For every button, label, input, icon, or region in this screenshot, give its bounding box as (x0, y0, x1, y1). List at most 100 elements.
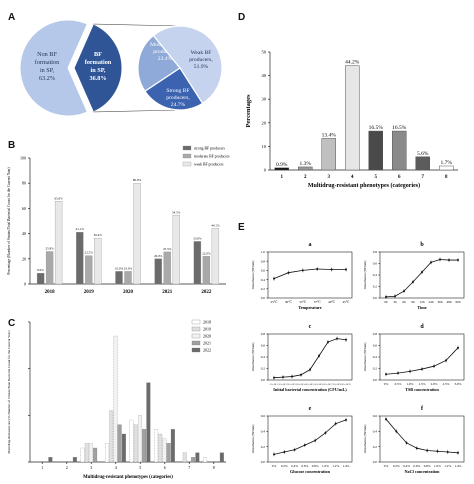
x-tick-label: 1.5×10^9 (341, 383, 351, 386)
x-tick-label: 6 (398, 175, 401, 180)
connector-line (93, 109, 181, 113)
bar-2020-1 (124, 271, 132, 285)
y-tick-label: 0.6 (373, 344, 378, 348)
legend-label: 2018 (203, 320, 211, 325)
x-tick-label: 0h (384, 300, 388, 304)
bar-value-label: 8.6% (37, 268, 44, 272)
pie-label-nonbf: in SP, (40, 67, 55, 74)
bar-2 (298, 166, 313, 171)
y-tick-label: 80 (22, 181, 26, 186)
y-tick-label: 60 (22, 206, 26, 211)
plot-frame (379, 333, 465, 381)
x-tick-label: 6 (164, 465, 166, 470)
pie-slice-label: 24.7% (171, 102, 186, 108)
bar-8-2022 (219, 452, 224, 463)
x-tick-label: 8 (213, 465, 215, 470)
x-axis-label: TSB concentration (405, 387, 439, 392)
y-tick-label: 20 (262, 120, 267, 125)
bar-8 (439, 165, 454, 171)
y-tick-label: 0.4 (373, 430, 378, 434)
x-tick-label: 6h (402, 300, 406, 304)
x-tick-label: 1.4% (343, 464, 350, 468)
bar-7-2019 (182, 452, 187, 463)
bar-value-label: 10.0% (124, 266, 133, 270)
x-tick-label: 1.5×10^7 (323, 383, 333, 386)
x-tick-label: 48h (447, 300, 452, 304)
bar-7-2022 (195, 452, 200, 463)
y-tick-label: 1.0 (261, 250, 266, 254)
bar-1-2022 (48, 457, 53, 463)
bar-5-2021 (142, 429, 147, 463)
y-tick-label: 0.2 (261, 445, 266, 449)
y-tick-label: 0.2 (373, 445, 378, 449)
x-tick-label: 8 (445, 175, 448, 180)
bar-7-2021 (191, 457, 196, 463)
legend-label: 2019 (203, 327, 211, 332)
legend-label: moderate BF producers (194, 155, 230, 159)
bar-3-2021 (93, 447, 98, 463)
x-tick-label: 7 (188, 465, 190, 470)
bar-3-2018 (80, 447, 85, 463)
x-tick-label: 1.5×10^8 (332, 383, 342, 386)
legend-swatch (182, 161, 192, 167)
plot-frame (267, 251, 353, 299)
panel-c-label: C (8, 318, 16, 329)
data-line (385, 418, 459, 454)
bar-2018-0 (36, 273, 45, 285)
x-tick-label: 1.5×10^2 (278, 383, 288, 386)
bar-5-2019 (133, 424, 138, 463)
pie-label-nonbf: Non BF (37, 51, 57, 58)
x-tick-label: 37℃ (314, 300, 321, 304)
pie-slice-label: producers, (153, 49, 177, 55)
subplot-title: e (309, 406, 312, 412)
subplot-title: a (309, 242, 312, 248)
pie-label-bf: formation (85, 59, 112, 66)
legend-swatch (191, 347, 201, 353)
x-tick-label: 2.5% (443, 382, 450, 386)
bar-8-2018 (203, 457, 207, 463)
y-axis-label: Absorbance (595nm) (251, 343, 255, 372)
y-tick-label: 0.6 (261, 269, 266, 273)
bar-value-label: 36.4% (94, 233, 103, 237)
x-tick-label: 1.5×10^6 (314, 383, 324, 386)
x-axis-label: Multidrug-resistant phenotypes (categori… (308, 182, 420, 189)
bar-value-label: 25.8% (45, 246, 54, 250)
x-tick-label: 4 (115, 465, 117, 470)
bar-value-label: 13.4% (322, 132, 337, 138)
bar-3-2020 (89, 443, 93, 463)
subplot-title: c (309, 324, 312, 330)
x-tick-label: 1.2% (444, 464, 451, 468)
bar-value-label: 10.0% (115, 266, 124, 270)
y-tick-label: 30 (262, 97, 267, 102)
data-line (273, 338, 347, 379)
connector-line (93, 23, 181, 27)
x-tick-label: 24h (429, 300, 434, 304)
x-tick-label: 2018 (45, 290, 56, 295)
x-tick-label: 1.0% (322, 464, 329, 468)
bar-value-label: 25.5% (163, 247, 172, 251)
x-tick-label: 0.4% (291, 464, 298, 468)
bar-1 (274, 167, 289, 171)
bar-2019-0 (76, 232, 84, 285)
bar-2-2022 (72, 457, 77, 463)
x-tick-label: 3 (90, 465, 92, 470)
x-axis-label: Glucose concentration (290, 469, 331, 474)
y-tick-label: 0.0 (261, 460, 266, 464)
bar-value-label: 44.2% (345, 60, 360, 66)
panel-b-chart: 0 20 40 60 80 100 2018 8.6% 25.8% 65.6% 2019 41.1% 2… (7, 145, 230, 295)
bar-5-2022 (146, 382, 151, 463)
y-axis-label: Absorbance (595nm) (363, 343, 367, 372)
x-tick-label: 0.4% (403, 464, 410, 468)
bar-2019-1 (85, 255, 93, 285)
x-tick-label: 2 (304, 175, 307, 180)
panel-a-label: A (8, 12, 16, 23)
y-tick-label: 0.8 (261, 332, 266, 336)
panel-c-chart: 1 2 3 4 5 6 7 8 2018 2019 2020 2021 2022 Multidrug-re… (7, 320, 226, 480)
bar-value-label: 41.1% (76, 227, 85, 231)
y-tick-label: 0.0 (373, 460, 378, 464)
subplot-title: d (420, 324, 424, 330)
y-tick-label: 0.2 (261, 287, 266, 291)
y-tick-label: 0.2 (373, 367, 378, 371)
y-tick-label: 0.8 (261, 259, 266, 263)
x-tick-label: 2.0% (431, 382, 438, 386)
